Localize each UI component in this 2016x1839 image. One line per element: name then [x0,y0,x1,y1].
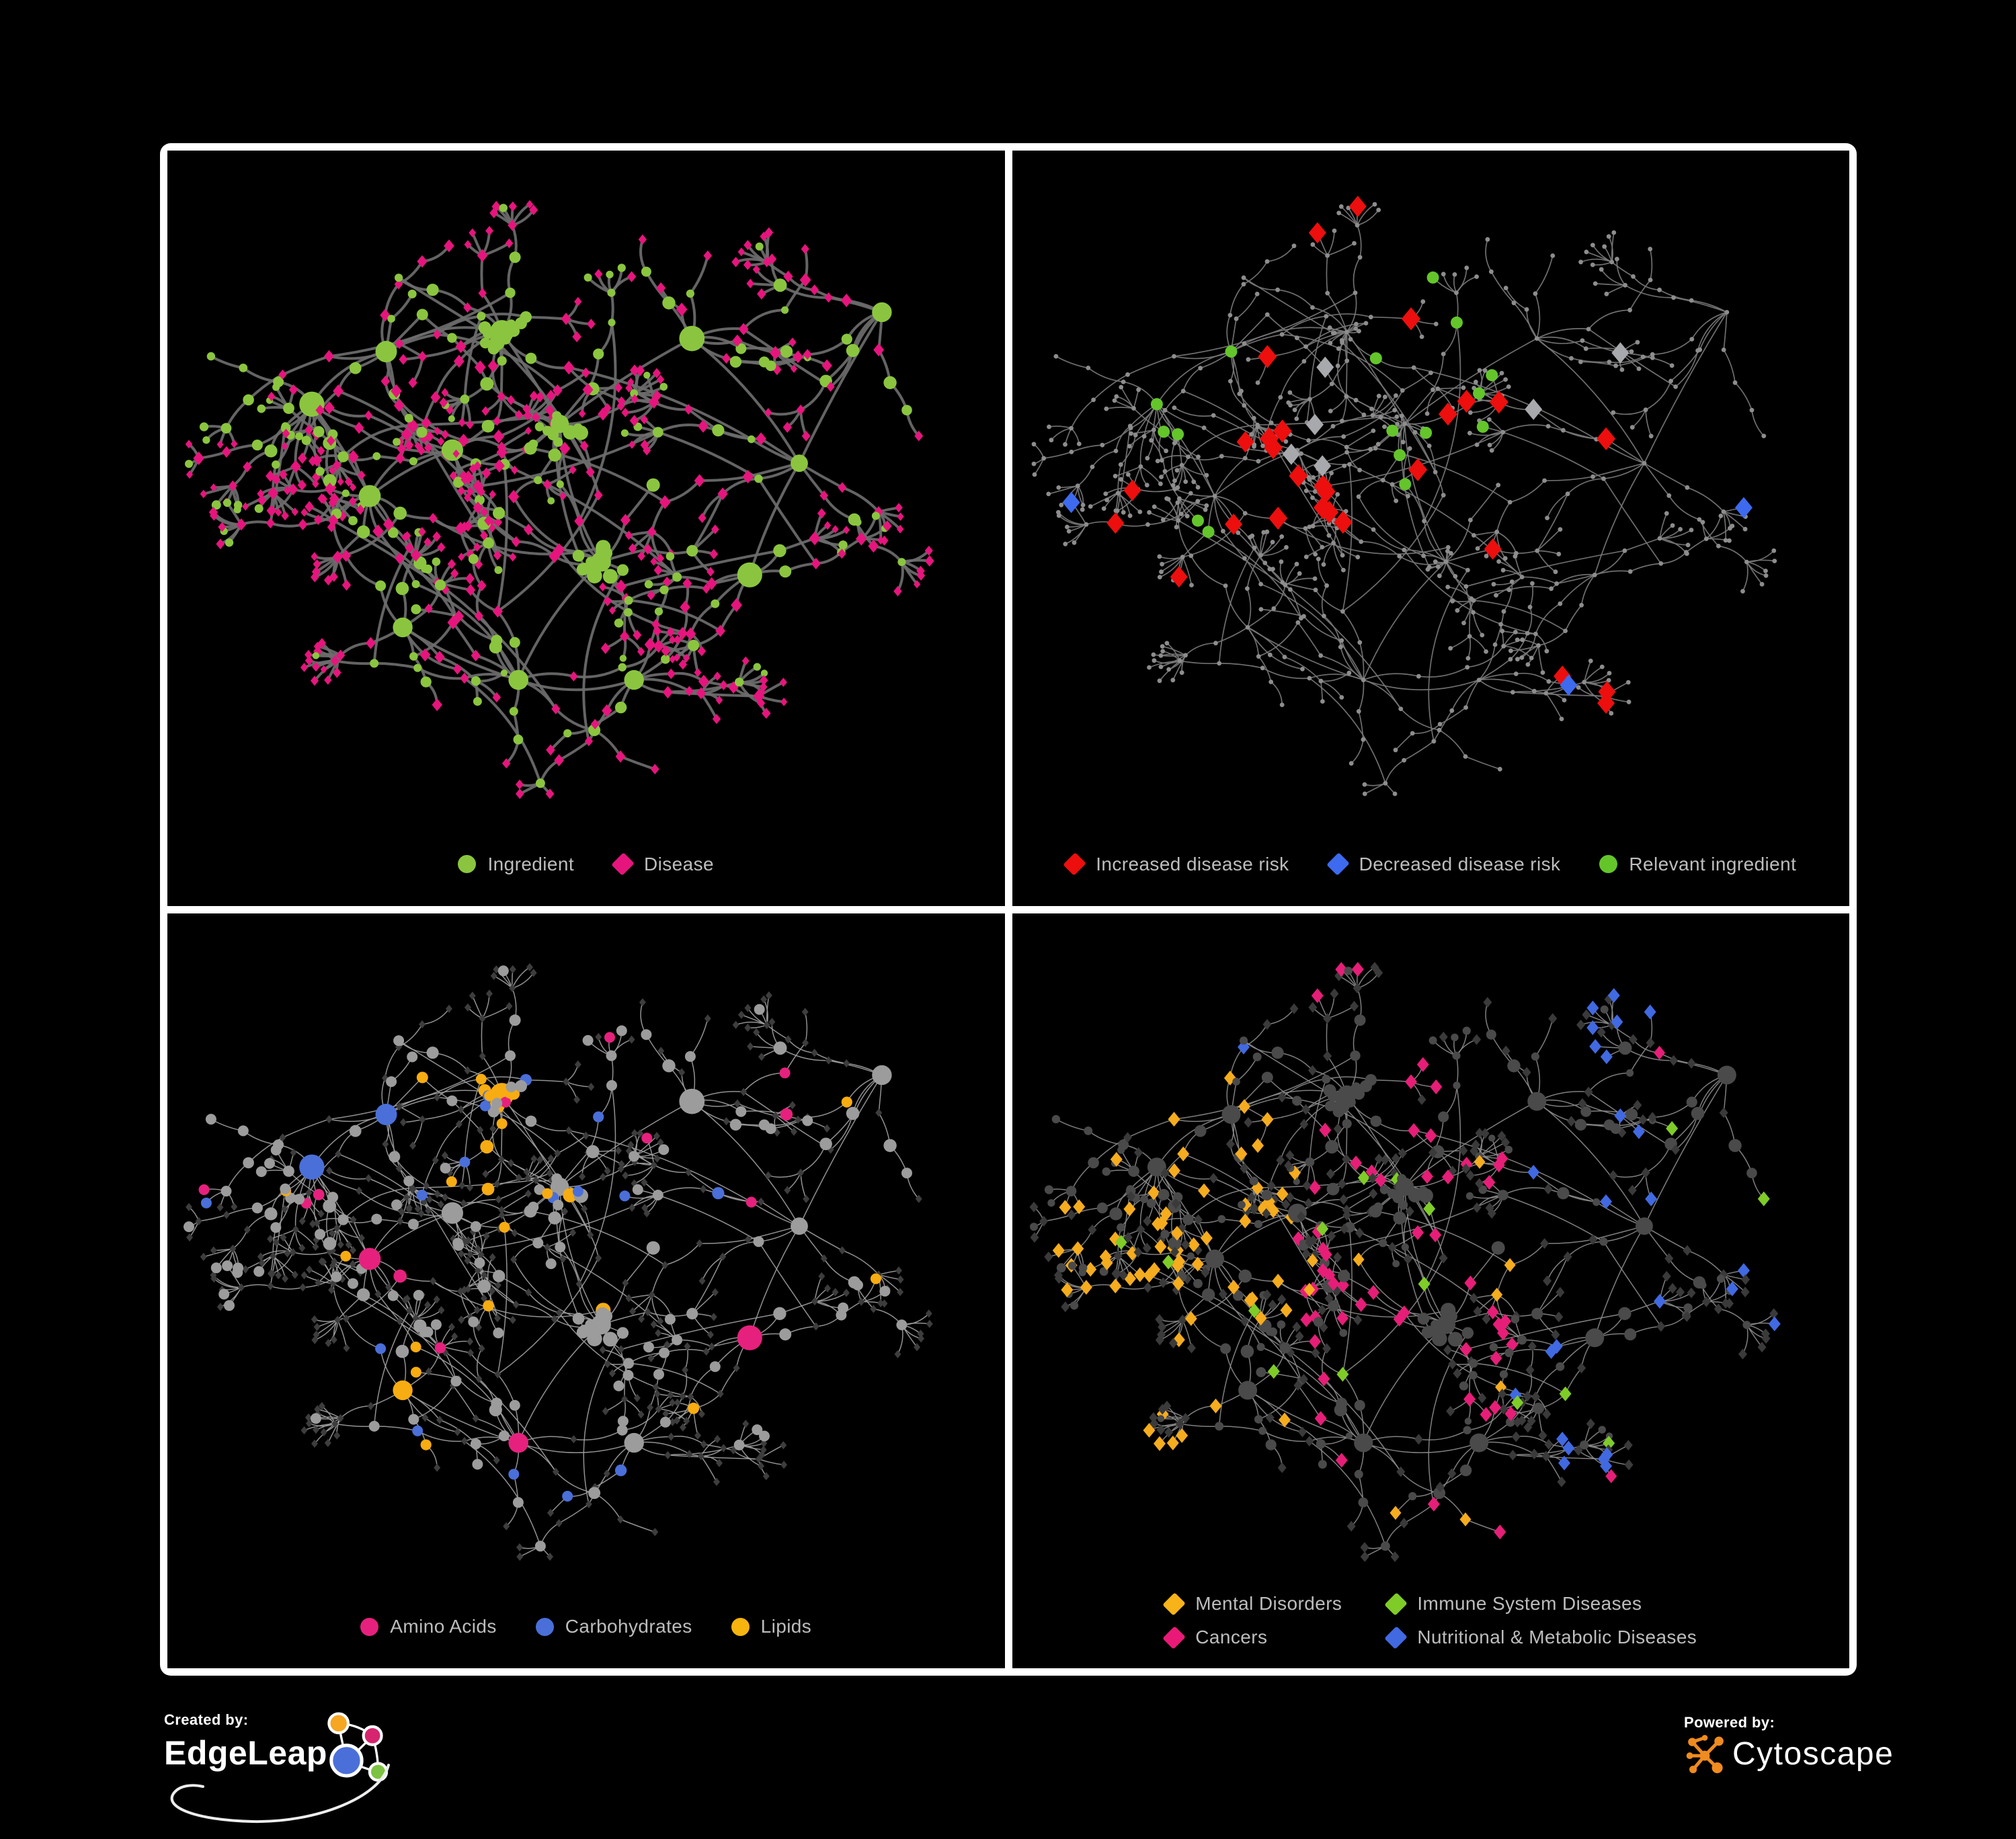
circle-swatch [731,1617,750,1636]
panel-disease-risk: Increased disease risk Decreased disease … [1012,151,1850,906]
legend-item: Immune System Diseases [1384,1592,1697,1616]
legend-disease-risk: Increased disease risk Decreased disease … [1012,852,1850,876]
legend-label: Mental Disorders [1195,1593,1342,1614]
circle-swatch [1599,855,1618,873]
edgeleap-wordmark: EdgeLeap [164,1734,327,1772]
legend-item: Lipids [731,1616,812,1637]
legend-label: Relevant ingredient [1629,853,1797,874]
legend-nutrient-classes: Amino Acids Carbohydrates Lipids [167,1616,1005,1637]
cytoscape-logo-icon [1686,1735,1724,1774]
legend-label: Ingredient [487,853,575,874]
legend-label: Disease [644,853,714,874]
network-disease-classes [1029,961,1781,1562]
legend-item: Relevant ingredient [1599,854,1796,875]
panel-disease-classes: Mental Disorders Immune System Diseases Ca… [1012,913,1850,1668]
panel-grid: Ingredient Disease Increased disease risk… [160,143,1857,1676]
diamond-swatch [1162,1592,1186,1616]
circle-swatch [360,1617,379,1636]
diamond-swatch [1384,1625,1408,1649]
legend-label: Increased disease risk [1096,853,1289,874]
legend-label: Decreased disease risk [1359,853,1561,874]
legend-item: Increased disease risk [1063,852,1289,876]
diamond-swatch [1384,1592,1408,1616]
created-by-label: Created by: [164,1711,249,1728]
legend-ingredient-disease: Ingredient Disease [167,852,1005,876]
circle-swatch [458,855,477,873]
legend-disease-classes: Mental Disorders Immune System Diseases Ca… [1012,1592,1850,1649]
legend-label: Lipids [760,1616,812,1637]
cytoscape-credit: Powered by: Cytoscape [1684,1714,1894,1774]
cytoscape-brand-row: Cytoscape [1684,1733,1894,1774]
network-nutrient-classes [184,963,933,1561]
panel-nutrient-classes: Amino Acids Carbohydrates Lipids [167,913,1005,1668]
diamond-swatch [611,852,635,876]
circle-swatch [535,1617,554,1636]
edgeleap-logo-icon [327,1712,389,1782]
legend-item: Cancers [1162,1625,1342,1649]
legend-label: Nutritional & Metabolic Diseases [1417,1627,1697,1647]
legend-label: Immune System Diseases [1417,1593,1642,1614]
legend-label: Cancers [1195,1627,1268,1647]
legend-label: Amino Acids [390,1616,497,1637]
cytoscape-wordmark: Cytoscape [1732,1735,1894,1772]
powered-by-label: Powered by: [1684,1714,1775,1731]
network-disease-risk [1031,196,1777,796]
legend-item: Mental Disorders [1162,1592,1342,1616]
legend-item: Amino Acids [360,1616,496,1637]
legend-item: Carbohydrates [535,1616,692,1637]
diamond-swatch [1063,852,1086,876]
legend-item: Decreased disease risk [1326,852,1561,876]
diamond-swatch [1162,1625,1186,1649]
edgeleap-credit: Created by: EdgeLeap [164,1711,406,1824]
diamond-swatch [1326,852,1350,876]
edgeleap-brand-row: EdgeLeap [164,1712,406,1824]
legend-item: Disease [611,852,714,876]
network-ingredient-disease [185,200,934,799]
legend-item: Nutritional & Metabolic Diseases [1384,1625,1697,1649]
legend-item: Ingredient [458,854,574,875]
panel-ingredient-disease: Ingredient Disease [167,151,1005,906]
legend-label: Carbohydrates [565,1616,692,1637]
